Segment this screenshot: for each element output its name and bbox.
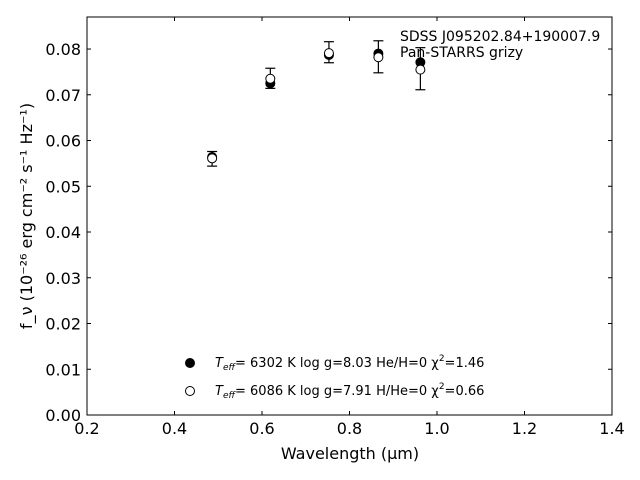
legend-marker-open xyxy=(185,386,195,396)
annotation-object-name: SDSS J095202.84+190007.9 xyxy=(400,29,600,45)
y-axis-ticks: 0.00 0.01 0.02 0.03 0.04 0.05 0.06 0.07 0.08 xyxy=(45,40,612,425)
y-axis-label: f_ν (10⁻²⁶ erg cm⁻² s⁻¹ Hz⁻¹) xyxy=(17,103,37,329)
y-tick-label: 0.00 xyxy=(45,406,81,425)
error-bars xyxy=(207,40,426,167)
legend: Teff= 6302 K log g=8.03 He/H=0 χ2=1.46 T… xyxy=(185,354,484,401)
y-tick-label: 0.07 xyxy=(45,86,81,105)
y-tick-label: 0.08 xyxy=(45,40,81,59)
x-tick-label: 0.4 xyxy=(162,419,187,438)
x-tick-label: 1.0 xyxy=(424,419,449,438)
y-tick-label: 0.04 xyxy=(45,223,81,242)
x-tick-label: 0.6 xyxy=(249,419,274,438)
x-tick-label: 1.4 xyxy=(599,419,624,438)
y-tick-label: 0.03 xyxy=(45,269,81,288)
legend-entry-2: Teff= 6086 K log g=7.91 H/He=0 χ2=0.66 xyxy=(215,382,484,401)
y-tick-label: 0.06 xyxy=(45,132,81,151)
point-open xyxy=(373,52,384,63)
x-tick-label: 0.8 xyxy=(337,419,362,438)
x-tick-label: 1.2 xyxy=(512,419,537,438)
legend-marker-filled xyxy=(185,358,195,368)
point-open xyxy=(323,48,334,59)
point-open xyxy=(415,64,426,75)
y-tick-label: 0.02 xyxy=(45,315,81,334)
data-points xyxy=(207,48,426,164)
y-tick-label: 0.01 xyxy=(45,360,81,379)
point-open xyxy=(265,73,276,84)
x-axis-ticks: 0.2 0.4 0.6 0.8 1.0 1.2 1.4 xyxy=(74,17,625,438)
legend-entry-1: Teff= 6302 K log g=8.03 He/H=0 χ2=1.46 xyxy=(215,354,484,373)
x-tick-label: 0.2 xyxy=(74,419,99,438)
point-open xyxy=(207,153,218,164)
y-tick-label: 0.05 xyxy=(45,177,81,196)
x-axis-label: Wavelength (μm) xyxy=(281,444,419,463)
annotation-photometry: Pan-STARRS grizy xyxy=(400,45,523,61)
